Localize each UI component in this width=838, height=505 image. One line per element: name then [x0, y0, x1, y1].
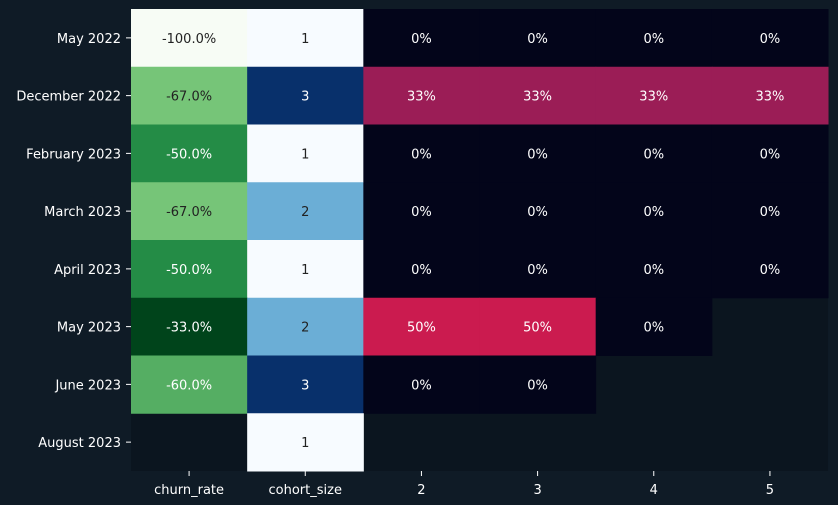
cell-label: -67.0%	[166, 205, 212, 220]
cell-label: 0%	[527, 32, 548, 47]
heatmap-cell	[479, 9, 597, 68]
heatmap-cell	[363, 124, 481, 183]
heatmap-cell	[363, 355, 481, 414]
heatmap-cell	[595, 297, 713, 356]
heatmap-cell	[131, 297, 248, 356]
cell-label: -60.0%	[166, 378, 212, 393]
heatmap-cell	[131, 240, 248, 299]
heatmap-cell	[711, 240, 829, 299]
cell-label: 2	[301, 321, 309, 336]
cell-label: 0%	[411, 263, 432, 278]
heatmap-cell	[131, 355, 248, 414]
heatmap-cell	[131, 66, 248, 125]
heatmap-cell	[247, 240, 364, 299]
heatmap-cell	[595, 66, 713, 125]
cell-label: 0%	[411, 205, 432, 220]
cell-label: 2	[301, 205, 309, 220]
heatmap-cell	[595, 124, 713, 183]
heatmap-cell	[711, 182, 829, 241]
heatmap-cell	[247, 182, 364, 241]
y-tick-label: December 2022	[16, 90, 121, 105]
cell-label: 0%	[760, 147, 781, 162]
cell-label: 0%	[527, 378, 548, 393]
heatmap-cell	[479, 297, 597, 356]
cell-label: 0%	[643, 147, 664, 162]
x-tick-label: cohort_size	[269, 483, 342, 498]
y-tick-label: May 2022	[57, 32, 121, 47]
cell-label: 0%	[643, 205, 664, 220]
cell-label: 1	[301, 32, 309, 47]
heatmap-cell	[479, 124, 597, 183]
cell-label: 0%	[411, 378, 432, 393]
cell-label: 0%	[760, 32, 781, 47]
heatmap-cell	[131, 9, 248, 68]
cell-label: 1	[301, 263, 309, 278]
heatmap-cell	[711, 66, 829, 125]
y-tick-label: February 2023	[26, 147, 121, 162]
cell-label: 33%	[639, 90, 668, 105]
cell-label: 0%	[527, 263, 548, 278]
heatmap-cell	[479, 182, 597, 241]
heatmap-cell	[479, 66, 597, 125]
y-tick-label: April 2023	[54, 263, 121, 278]
cell-label: 0%	[411, 147, 432, 162]
cell-label: 0%	[643, 263, 664, 278]
cell-label: 0%	[527, 205, 548, 220]
heatmap-cell	[247, 297, 364, 356]
heatmap-cell	[247, 124, 364, 183]
heatmap-cell	[247, 9, 364, 68]
heatmap-cell	[363, 66, 481, 125]
heatmap-cell	[363, 297, 481, 356]
cell-label: -33.0%	[166, 321, 212, 336]
heatmap-cell	[363, 240, 481, 299]
heatmap-cell	[131, 182, 248, 241]
cell-label: 1	[301, 147, 309, 162]
heatmap-cell	[595, 9, 713, 68]
cell-label: 50%	[407, 321, 436, 336]
heatmap-cell	[247, 355, 364, 414]
heatmap-cell	[363, 182, 481, 241]
cell-label: 33%	[407, 90, 436, 105]
y-tick-label: March 2023	[44, 205, 121, 220]
heatmap-cell	[131, 124, 248, 183]
heatmap-cell	[595, 240, 713, 299]
x-tick-label: 4	[650, 483, 658, 498]
heatmap-cell	[479, 240, 597, 299]
cell-label: 0%	[643, 321, 664, 336]
cell-label: 33%	[755, 90, 784, 105]
cell-label: -67.0%	[166, 90, 212, 105]
cell-label: 1	[301, 436, 309, 451]
x-tick-label: 5	[766, 483, 774, 498]
heatmap-cell	[247, 66, 364, 125]
cell-label: -50.0%	[166, 147, 212, 162]
x-tick-label: 3	[533, 483, 541, 498]
y-tick-label: June 2023	[54, 378, 121, 393]
cell-label: 3	[301, 378, 309, 393]
cell-label: 0%	[411, 32, 432, 47]
heatmap-cell	[247, 413, 364, 472]
heatmap-cell	[479, 355, 597, 414]
y-tick-label: May 2023	[57, 321, 121, 336]
heatmap-cell	[363, 9, 481, 68]
cell-label: 0%	[760, 205, 781, 220]
cell-label: -100.0%	[162, 32, 216, 47]
x-tick-label: churn_rate	[154, 483, 224, 498]
heatmap-cell	[595, 182, 713, 241]
cell-label: 0%	[760, 263, 781, 278]
cell-label: 3	[301, 90, 309, 105]
cell-label: -50.0%	[166, 263, 212, 278]
cell-label: 0%	[643, 32, 664, 47]
x-tick-label: 2	[417, 483, 425, 498]
cell-label: 33%	[523, 90, 552, 105]
heatmap-cell	[711, 124, 829, 183]
heatmap-cell	[711, 9, 829, 68]
cell-label: 50%	[523, 321, 552, 336]
cell-label: 0%	[527, 147, 548, 162]
y-tick-label: August 2023	[38, 436, 121, 451]
